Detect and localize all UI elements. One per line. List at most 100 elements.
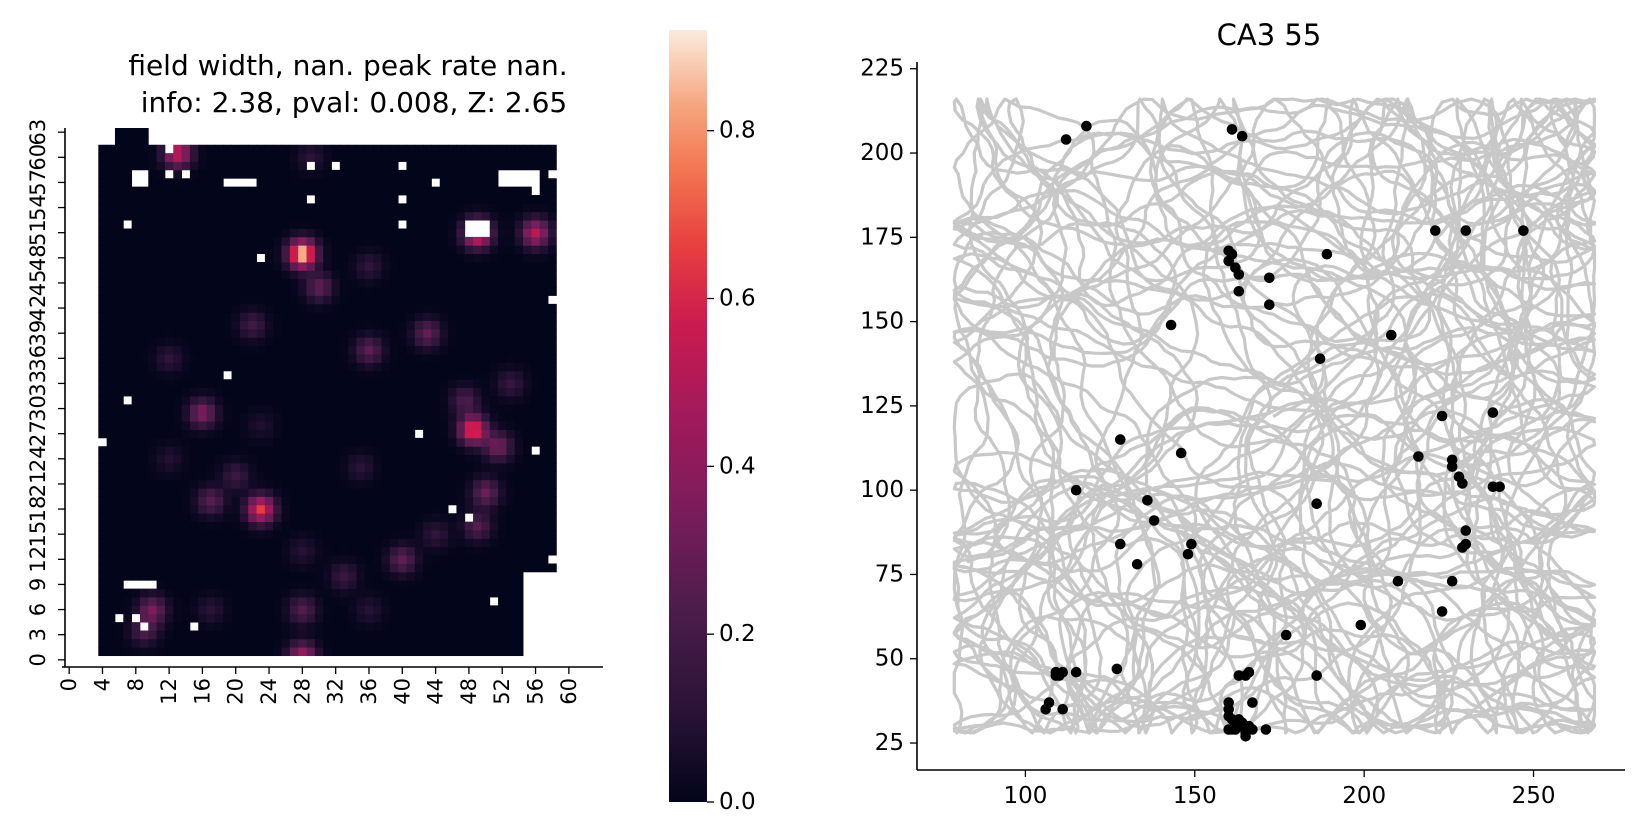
heatmap-cell (481, 396, 491, 405)
spike-point (1457, 478, 1468, 489)
heatmap-cell (139, 563, 149, 573)
heatmap-cell (139, 429, 149, 439)
heatmap-cell (348, 144, 357, 154)
heatmap-cell (481, 262, 491, 271)
heatmap-cell (273, 169, 282, 179)
heatmap-x-tick-label: 24 (257, 678, 281, 705)
heatmap-cell (356, 622, 366, 631)
heatmap-cell (306, 236, 316, 246)
trajectory-y-tick-label: 175 (860, 224, 904, 250)
heatmap-cell (389, 479, 399, 489)
heatmap-cell (164, 638, 174, 648)
heatmap-cell (231, 320, 241, 330)
heatmap-cell (348, 638, 357, 648)
heatmap-cell (464, 555, 474, 564)
heatmap-cell (531, 496, 541, 506)
heatmap-cell (256, 429, 266, 439)
heatmap-cell (139, 597, 149, 606)
heatmap-cell (306, 270, 316, 280)
heatmap-cell (498, 362, 507, 372)
heatmap-cell (498, 412, 507, 422)
heatmap-cell (289, 454, 299, 464)
heatmap-cell (448, 588, 457, 598)
heatmap-cell (373, 647, 382, 657)
heatmap-cell (298, 220, 307, 229)
heatmap-cell (198, 555, 207, 564)
heatmap-y-tick-label: 54 (26, 194, 50, 221)
heatmap-cell (164, 546, 174, 556)
spike-point (1260, 724, 1272, 735)
heatmap-cell (448, 253, 457, 263)
heatmap-cell (214, 546, 224, 556)
heatmap-y-tick-label: 36 (26, 345, 50, 372)
heatmap-cell (173, 262, 182, 271)
heatmap-cell (173, 220, 182, 229)
heatmap-cell (214, 337, 224, 347)
heatmap-cell (223, 169, 232, 179)
trajectory-line (952, 97, 1597, 735)
heatmap-cell (323, 144, 332, 154)
heatmap-cell (323, 278, 332, 288)
heatmap-cell (256, 153, 266, 162)
heatmap-cell (314, 496, 324, 506)
heatmap-cell (289, 153, 299, 162)
heatmap-cell (498, 262, 507, 271)
heatmap-cell (539, 412, 549, 422)
heatmap-cell (98, 463, 108, 472)
heatmap-cell (381, 295, 391, 305)
heatmap-cell (523, 429, 532, 439)
heatmap-cell (439, 161, 449, 171)
heatmap-cell (298, 421, 307, 430)
heatmap-cell (289, 396, 299, 405)
heatmap-cell (489, 312, 499, 322)
heatmap-cell (398, 211, 407, 221)
heatmap-cell (214, 396, 224, 405)
heatmap-cell (106, 295, 116, 305)
heatmap-cell (239, 454, 249, 464)
heatmap-cell (364, 387, 374, 397)
heatmap-cell (331, 278, 341, 288)
heatmap-cell (364, 203, 374, 213)
heatmap-y-tick-label: 60 (26, 144, 50, 171)
heatmap-cell (198, 153, 207, 162)
heatmap-cell (381, 471, 391, 481)
heatmap-cell (373, 613, 382, 623)
heatmap-cell (231, 354, 241, 363)
heatmap-cell (381, 555, 391, 564)
spike-point (1165, 319, 1177, 331)
heatmap-cell (173, 178, 182, 188)
heatmap-cell (273, 161, 282, 171)
heatmap-cell (231, 630, 241, 640)
heatmap-cell (198, 521, 207, 531)
heatmap-cell (306, 387, 316, 397)
heatmap-cell (439, 530, 449, 539)
heatmap-cell (423, 153, 432, 162)
heatmap-cell (181, 278, 191, 288)
heatmap-cell (489, 211, 499, 221)
heatmap-cell (264, 312, 274, 322)
heatmap-cell (439, 270, 449, 280)
heatmap-cell (148, 320, 158, 330)
heatmap-cell (523, 555, 532, 564)
heatmap-cell (156, 354, 166, 363)
heatmap-cell (439, 262, 449, 271)
heatmap-cell (164, 513, 174, 523)
heatmap-cell (298, 412, 307, 422)
heatmap-cell (506, 546, 516, 556)
heatmap-cell (323, 404, 332, 414)
heatmap-cell (348, 295, 357, 305)
heatmap-cell (389, 362, 399, 372)
heatmap-cell (131, 597, 141, 606)
heatmap-cell (181, 270, 191, 280)
heatmap-cell (164, 630, 174, 640)
heatmap-cell (264, 454, 274, 464)
heatmap-cell (423, 195, 432, 204)
heatmap-cell (439, 287, 449, 296)
heatmap-cell (264, 538, 274, 548)
heatmap-cell (539, 178, 549, 188)
heatmap-cell (348, 387, 357, 397)
heatmap-cell (414, 270, 424, 280)
heatmap-cell (181, 220, 191, 229)
heatmap-cell (514, 563, 524, 573)
heatmap-cell (356, 270, 366, 280)
